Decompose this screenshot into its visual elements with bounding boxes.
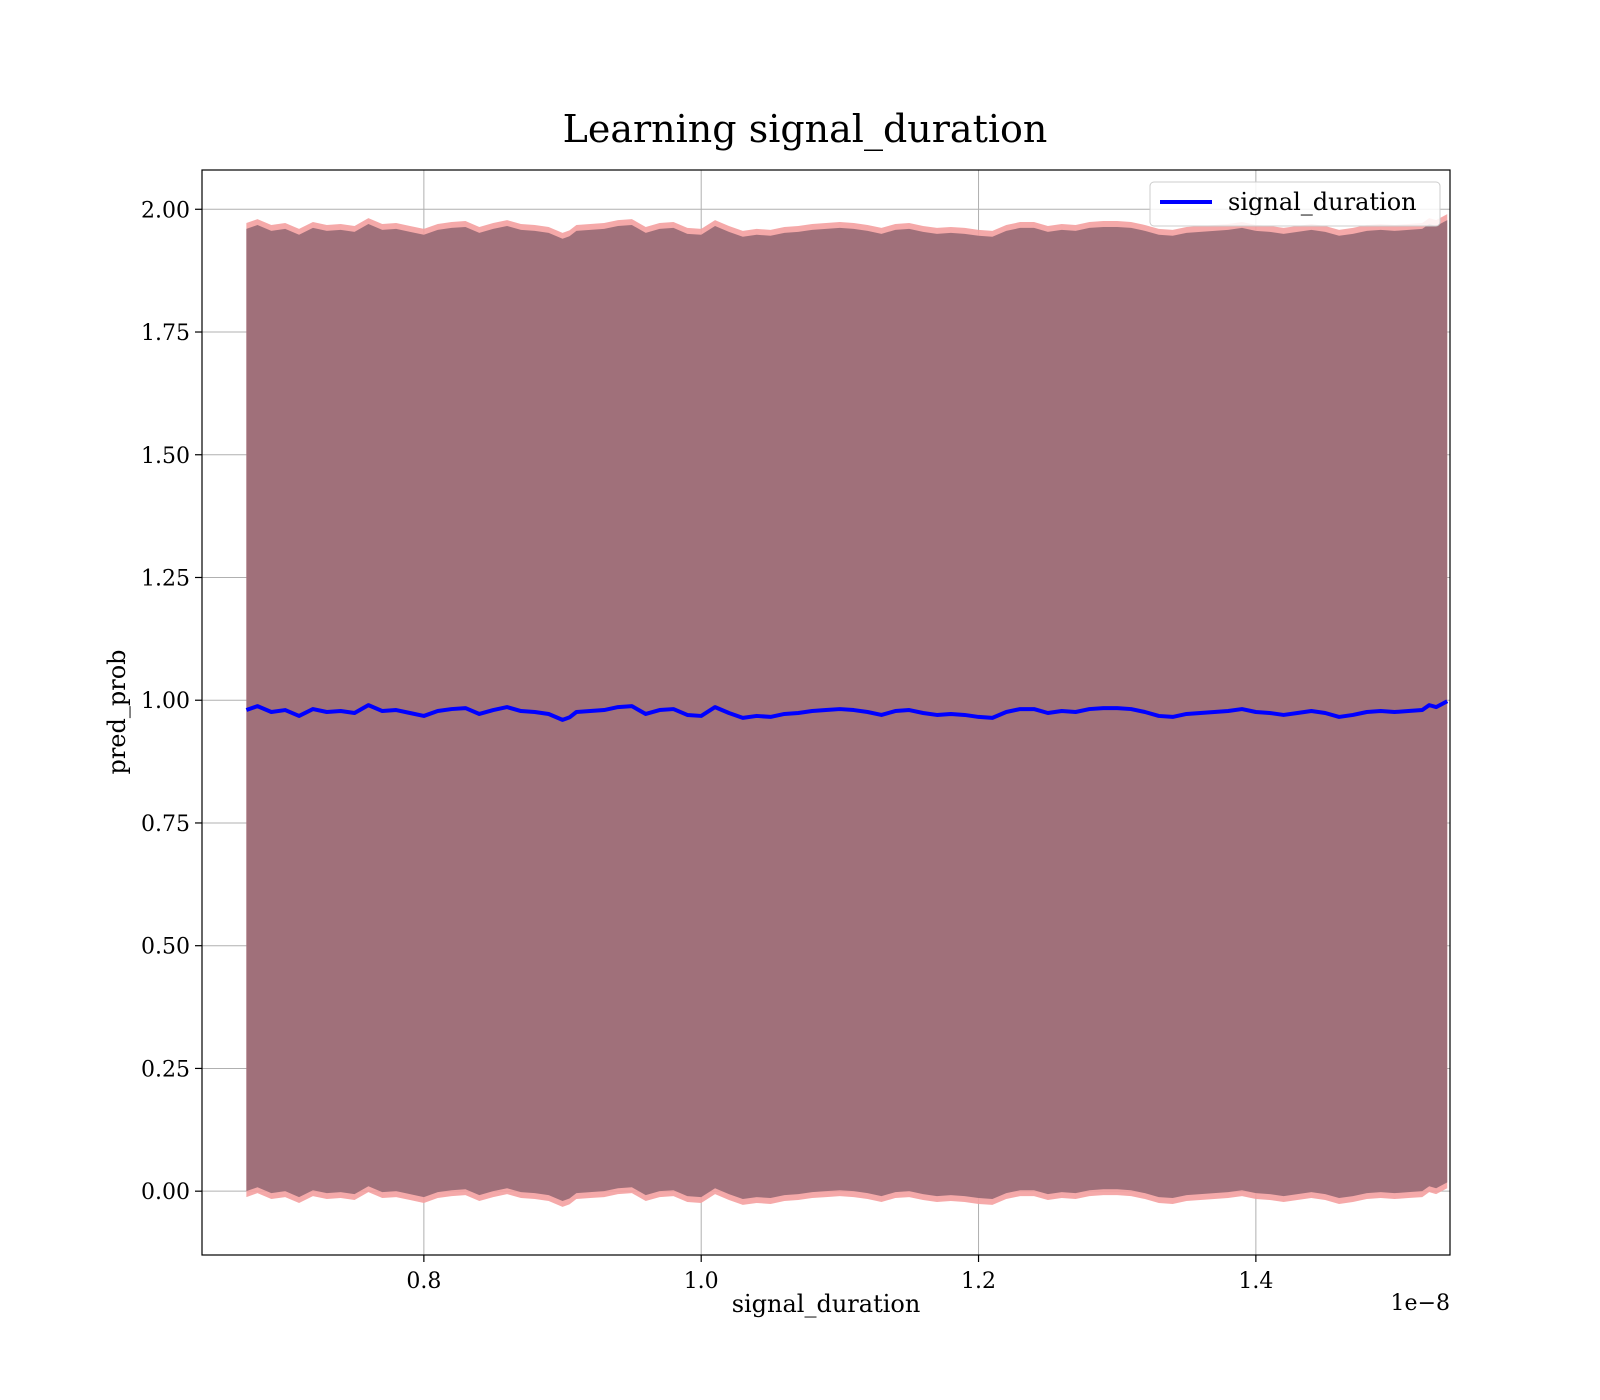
legend: signal_duration <box>1149 181 1441 227</box>
y-tick-label: 0.00 <box>141 1180 190 1205</box>
series-line-layer <box>245 699 1449 722</box>
y-axis-label: pred_prob <box>103 649 131 774</box>
x-axis-ticks: 0.8 1.0 1.2 1.4 <box>406 1255 1273 1294</box>
legend-box <box>1149 181 1441 227</box>
x-tick-label: 0.8 <box>406 1269 441 1294</box>
y-tick-label: 2.00 <box>141 198 190 223</box>
x-axis-label: signal_duration <box>732 1290 921 1318</box>
x-tick-label: 1.4 <box>1238 1269 1273 1294</box>
legend-label: signal_duration <box>1228 188 1417 216</box>
y-tick-label: 1.50 <box>141 444 190 469</box>
series-line-signal-duration <box>245 699 1449 722</box>
x-axis-offset-label: 1e−8 <box>1391 1291 1450 1316</box>
y-tick-label: 1.00 <box>141 689 190 714</box>
chart-title: Learning signal_duration <box>563 107 1048 152</box>
y-axis-ticks: 0.00 0.25 0.50 0.75 1.00 1.25 1.50 1.75 2.00 <box>141 198 202 1205</box>
y-tick-label: 1.75 <box>141 321 190 346</box>
x-tick-label: 1.2 <box>961 1269 996 1294</box>
y-tick-label: 0.50 <box>141 935 190 960</box>
x-tick-label: 1.0 <box>684 1269 719 1294</box>
y-tick-label: 1.25 <box>141 566 190 591</box>
y-tick-label: 0.25 <box>141 1057 190 1082</box>
plot-frame <box>201 169 1451 1256</box>
y-tick-label: 0.75 <box>141 812 190 837</box>
